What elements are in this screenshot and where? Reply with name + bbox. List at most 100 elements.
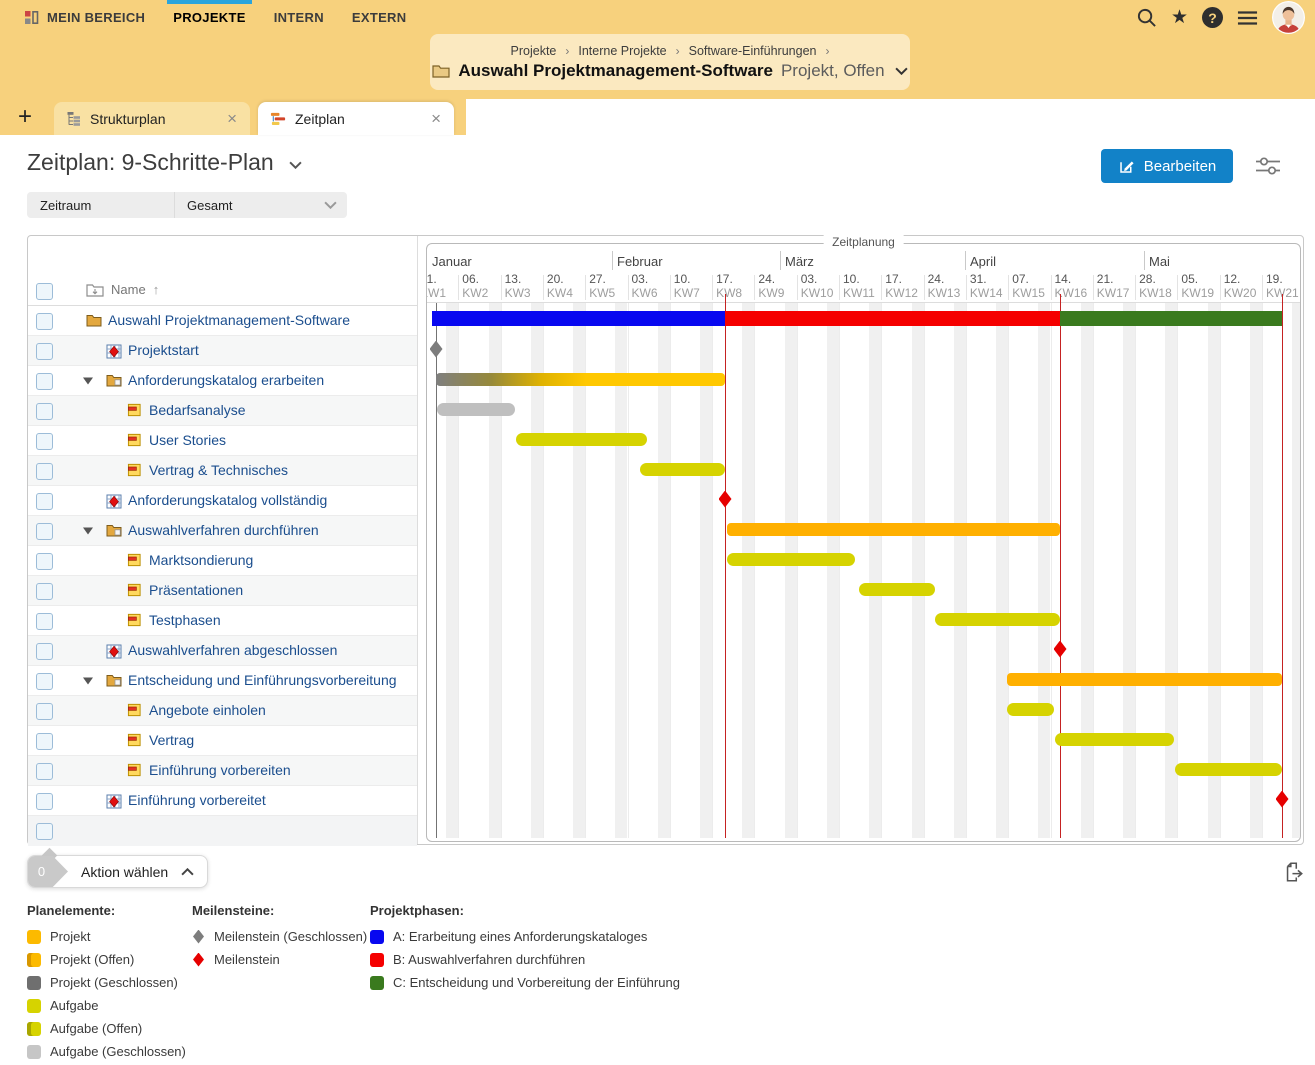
breadcrumb-link[interactable]: Software-Einführungen — [688, 43, 817, 58]
gantt-bar[interactable] — [1007, 673, 1282, 686]
chevron-down-icon[interactable] — [289, 161, 302, 169]
table-row: Auswahl Projektmanagement-Software — [28, 306, 417, 336]
nav-item-label: EXTERN — [351, 10, 407, 25]
column-header-name[interactable]: Name ↑ — [86, 282, 159, 297]
settings-sliders-icon[interactable] — [1254, 155, 1282, 177]
legend-item-label: Meilenstein (Geschlossen) — [214, 929, 368, 944]
row-label[interactable]: Marktsondierung — [149, 552, 254, 568]
row-checkbox[interactable] — [36, 733, 53, 750]
help-icon-button[interactable]: ? — [1202, 7, 1223, 28]
menu-icon-button[interactable] — [1237, 10, 1258, 26]
row-label[interactable]: Einführung vorbereitet — [128, 792, 266, 808]
table-row: Testphasen — [28, 606, 417, 636]
add-tab-button[interactable]: + — [17, 103, 32, 130]
week-label: 05. KW19 — [1181, 272, 1215, 300]
row-checkbox[interactable] — [36, 613, 53, 630]
tab-strukturplan[interactable]: Strukturplan × — [54, 102, 250, 135]
row-label[interactable]: Einführung vorbereiten — [149, 762, 291, 778]
row-checkbox[interactable] — [36, 493, 53, 510]
legend-item: B: Auswahlverfahren durchführen — [370, 948, 680, 971]
breadcrumb-link[interactable]: Projekte — [510, 43, 557, 58]
row-checkbox[interactable] — [36, 313, 53, 330]
row-checkbox[interactable] — [36, 673, 53, 690]
nav-item-projekte[interactable]: PROJEKTE — [167, 0, 253, 35]
milestone-diamond[interactable] — [1275, 790, 1289, 808]
legend-item: C: Entscheidung und Vorbereitung der Ein… — [370, 971, 680, 994]
filter-value-dropdown[interactable]: Gesamt — [175, 198, 347, 213]
footer-checkbox[interactable] — [36, 823, 53, 840]
phase-boundary-line — [725, 294, 726, 838]
search-icon-button[interactable] — [1136, 7, 1157, 28]
row-label[interactable]: Anforderungskatalog vollständig — [128, 492, 328, 508]
row-checkbox[interactable] — [36, 433, 53, 450]
row-checkbox[interactable] — [36, 643, 53, 660]
nav-item-intern[interactable]: INTERN — [274, 0, 324, 35]
mein-bereich-icon — [24, 10, 39, 25]
close-icon[interactable]: × — [227, 108, 237, 128]
gantt-bar[interactable] — [437, 403, 515, 416]
gantt-bar[interactable] — [1007, 703, 1054, 716]
nav-item-extern[interactable]: EXTERN — [352, 0, 407, 35]
action-select-button[interactable]: 0 Aktion wählen — [27, 847, 208, 888]
breadcrumb-link[interactable]: Interne Projekte — [578, 43, 667, 58]
milestone-diamond[interactable] — [1053, 640, 1067, 658]
milestone-diamond[interactable] — [429, 340, 443, 358]
row-label[interactable]: Projektstart — [128, 342, 199, 358]
row-label[interactable]: Vertrag — [149, 732, 195, 748]
row-label[interactable]: Präsentationen — [149, 582, 244, 598]
expander-icon[interactable] — [83, 377, 93, 385]
nav-item-mein-bereich[interactable]: MEIN BEREICH — [24, 0, 145, 35]
tab-zeitplan[interactable]: Zeitplan × — [258, 102, 454, 135]
row-label[interactable]: Auswahlverfahren abgeschlossen — [128, 642, 338, 658]
gantt-bar[interactable] — [727, 523, 1060, 536]
select-all-checkbox[interactable] — [36, 283, 53, 300]
gantt-bar[interactable] — [935, 613, 1060, 626]
row-checkbox[interactable] — [36, 703, 53, 720]
gantt-bar[interactable] — [1055, 733, 1174, 746]
star-icon-button[interactable]: ★ — [1171, 8, 1188, 27]
weekend-band — [826, 303, 839, 838]
row-checkbox[interactable] — [36, 523, 53, 540]
row-checkbox[interactable] — [36, 553, 53, 570]
row-checkbox[interactable] — [36, 373, 53, 390]
row-checkbox[interactable] — [36, 583, 53, 600]
gantt-bar[interactable] — [436, 373, 725, 386]
gantt-bar[interactable] — [516, 433, 647, 446]
task-icon — [127, 553, 142, 567]
expander-icon[interactable] — [83, 527, 93, 535]
week-gridline — [754, 303, 756, 838]
phase-bar-C[interactable] — [1060, 311, 1282, 326]
row-checkbox[interactable] — [36, 793, 53, 810]
phase-bar-B[interactable] — [725, 311, 1060, 326]
zeitplan-icon — [270, 111, 287, 127]
gantt-bar[interactable] — [640, 463, 725, 476]
row-checkbox[interactable] — [36, 763, 53, 780]
row-checkbox[interactable] — [36, 343, 53, 360]
phase-bar-A[interactable] — [432, 311, 725, 326]
row-label[interactable]: User Stories — [149, 432, 227, 448]
row-label[interactable]: Auswahl Projektmanagement-Software — [108, 312, 351, 328]
edit-button[interactable]: Bearbeiten — [1101, 149, 1233, 183]
row-checkbox[interactable] — [36, 463, 53, 480]
menu-icon — [1237, 10, 1258, 26]
row-label[interactable]: Anforderungskatalog erarbeiten — [128, 372, 325, 388]
row-label[interactable]: Angebote einholen — [149, 702, 266, 718]
row-label[interactable]: Auswahlverfahren durchführen — [128, 522, 319, 538]
export-icon[interactable] — [1281, 860, 1305, 884]
gantt-bar[interactable] — [1175, 763, 1282, 776]
row-label[interactable]: Testphasen — [149, 612, 221, 628]
close-icon[interactable]: × — [431, 108, 441, 128]
row-label[interactable]: Bedarfsanalyse — [149, 402, 246, 418]
row-checkbox[interactable] — [36, 403, 53, 420]
milestone-diamond[interactable] — [718, 490, 732, 508]
chevron-down-icon — [324, 201, 337, 209]
expander-icon[interactable] — [83, 677, 93, 685]
gantt-bar[interactable] — [727, 553, 855, 566]
row-label[interactable]: Vertrag & Technisches — [149, 462, 289, 478]
avatar[interactable] — [1272, 1, 1305, 34]
chevron-down-icon[interactable] — [895, 67, 908, 75]
gantt-bar[interactable] — [859, 583, 935, 596]
row-label[interactable]: Entscheidung und Einführungsvorbereitung — [128, 672, 397, 688]
table-row: Einführung vorbereiten — [28, 756, 417, 786]
table-row: Einführung vorbereitet — [28, 786, 417, 816]
